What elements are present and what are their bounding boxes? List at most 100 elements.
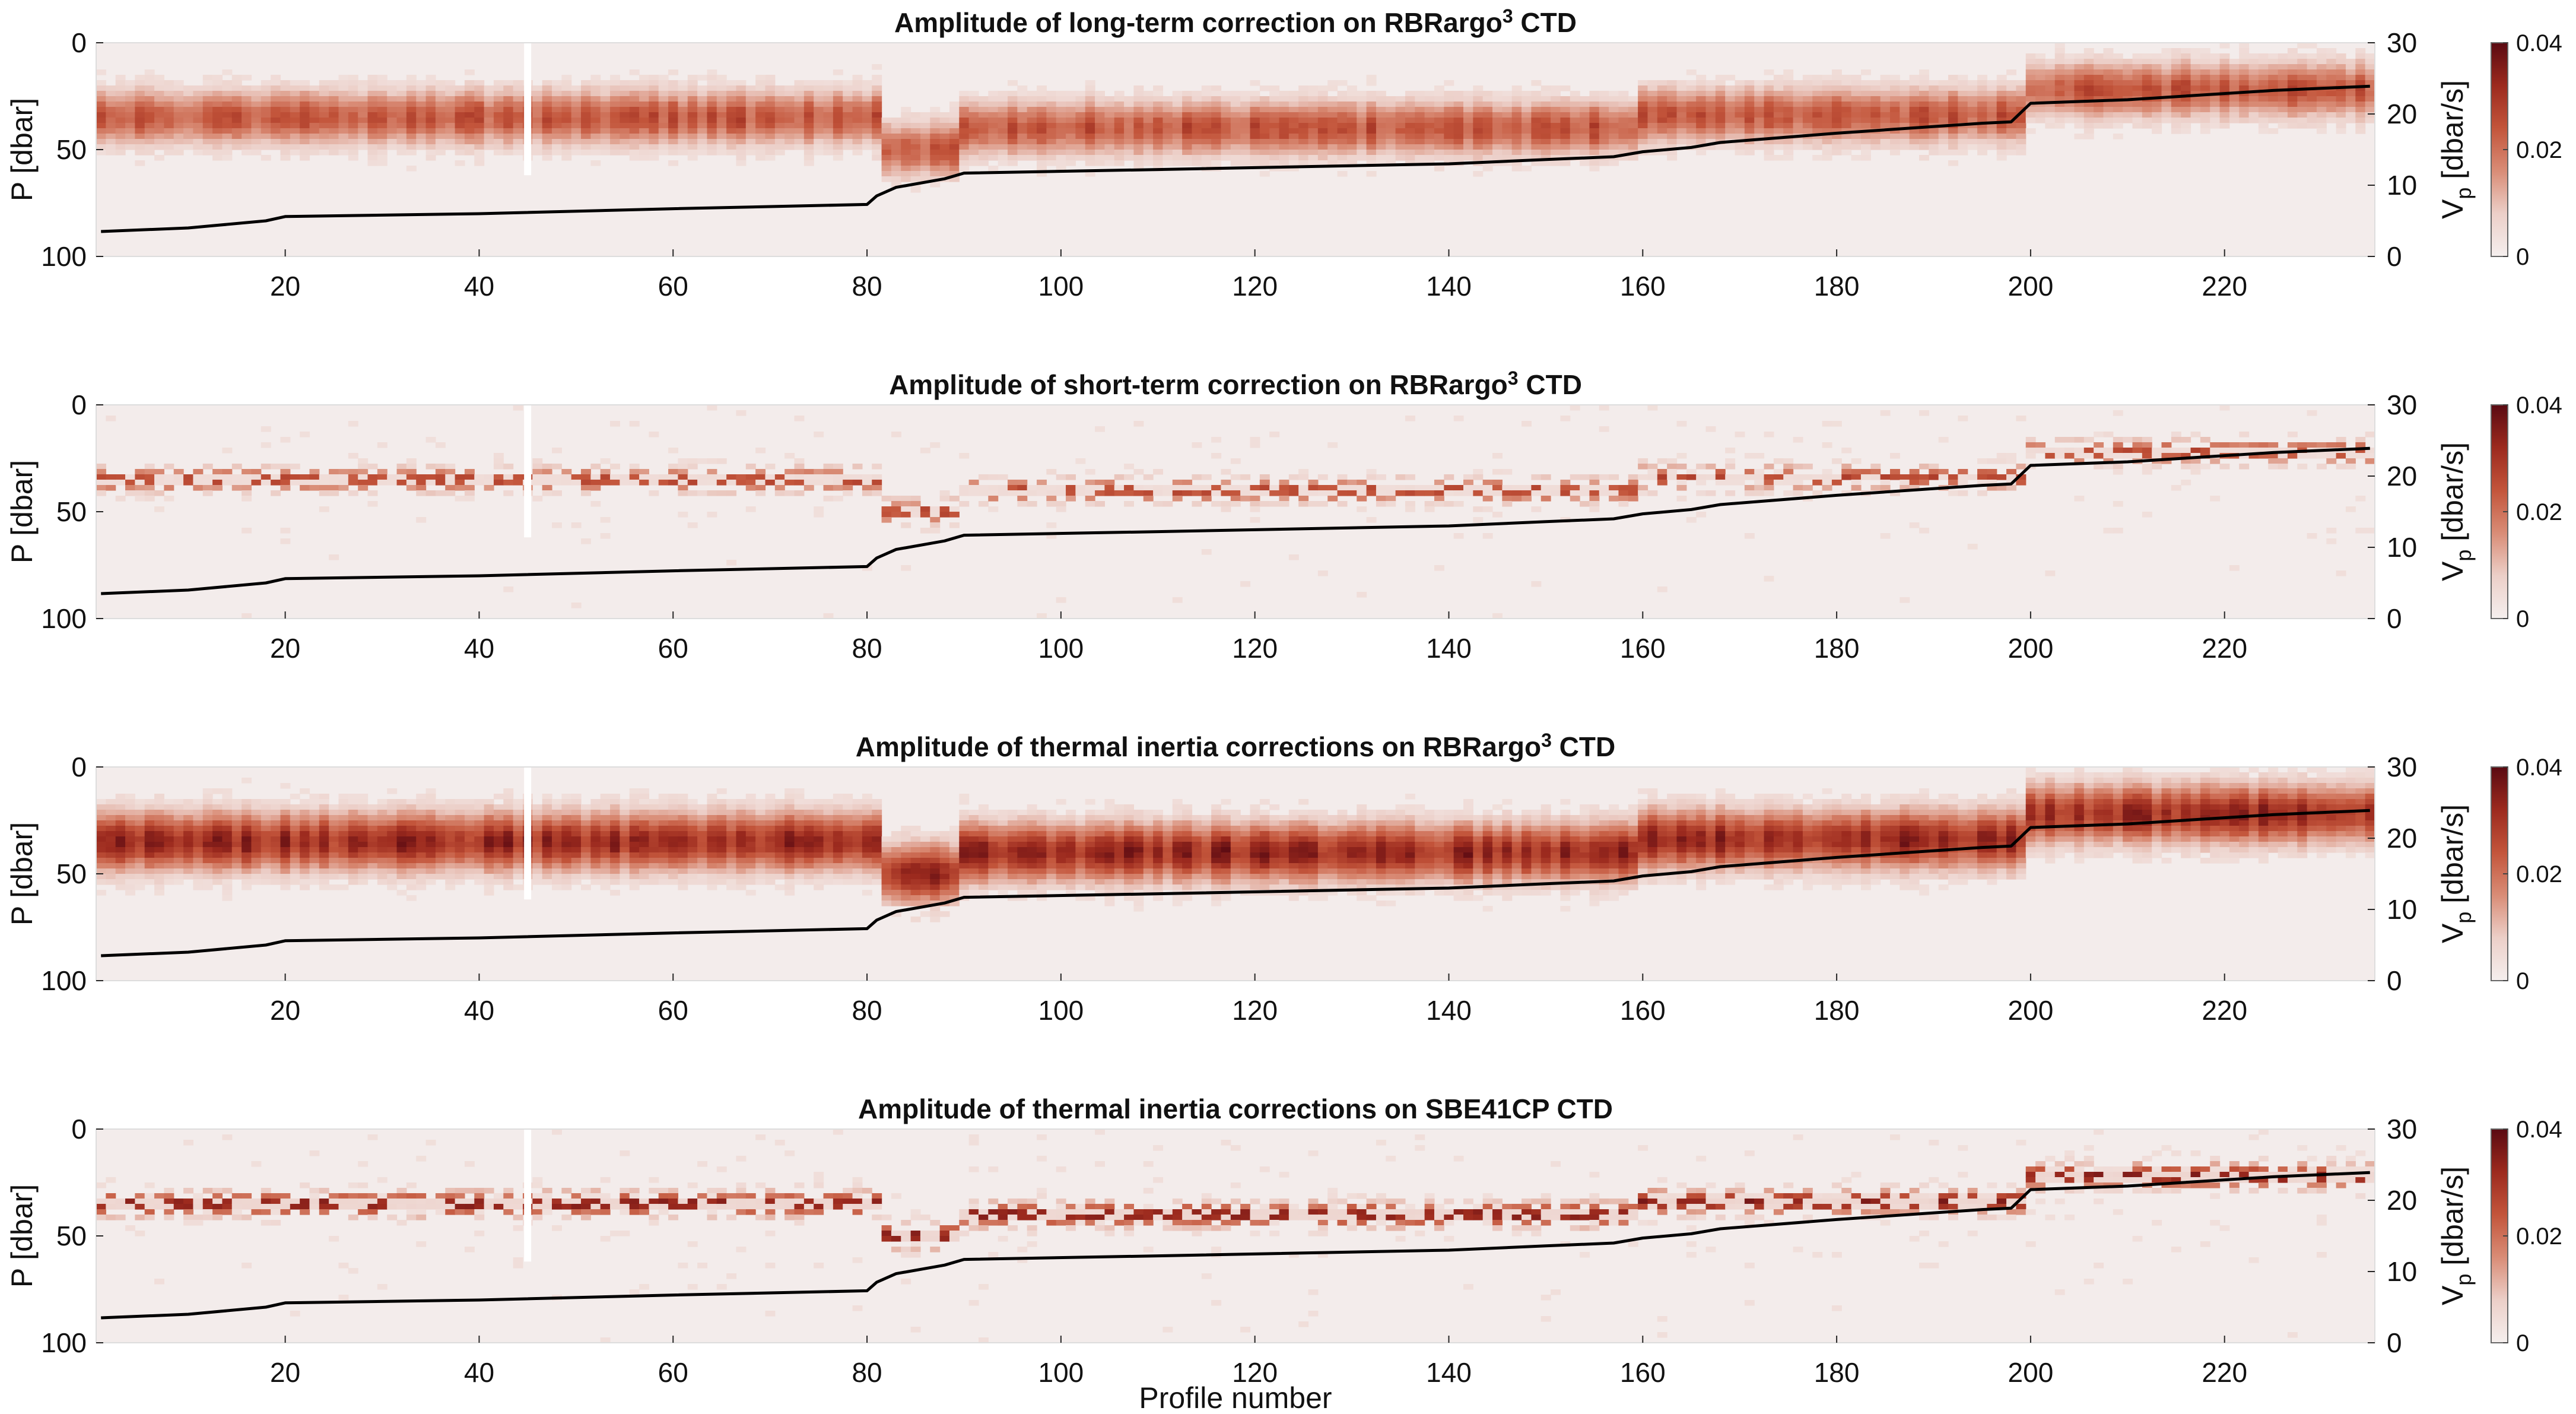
- heatmap-cell: [794, 469, 805, 475]
- heatmap-cell: [1909, 107, 1920, 113]
- heatmap-cell: [1967, 144, 1978, 150]
- heatmap-cell: [1551, 118, 1561, 123]
- y-tick-label: 50: [56, 496, 87, 527]
- heatmap-cell: [1162, 485, 1173, 491]
- heatmap-cell: [144, 464, 155, 470]
- heatmap-cell: [406, 464, 417, 470]
- heatmap-cell: [1327, 150, 1338, 156]
- heatmap-cell: [1609, 496, 1619, 502]
- heatmap-cell: [765, 128, 776, 134]
- heatmap-cell: [1230, 490, 1241, 496]
- heatmap-cell: [1977, 123, 1987, 129]
- heatmap-cell: [484, 123, 494, 129]
- heatmap-cell: [1259, 171, 1270, 177]
- heatmap-cell: [716, 139, 727, 145]
- heatmap-cell: [2268, 128, 2279, 134]
- heatmap-cell: [1599, 102, 1609, 107]
- heatmap-cell: [639, 474, 650, 480]
- heatmap-cell: [231, 102, 242, 107]
- heatmap-cell: [2181, 91, 2191, 97]
- heatmap-cell: [678, 150, 688, 156]
- heatmap-cell: [1288, 139, 1299, 145]
- heatmap-cell: [503, 91, 514, 97]
- heatmap-cell: [1211, 453, 1222, 459]
- heatmap-cell: [1434, 102, 1444, 107]
- heatmap-cell: [1822, 91, 1832, 97]
- heatmap-cell: [396, 150, 407, 156]
- heatmap-cell: [1909, 80, 1920, 86]
- heatmap-cell: [833, 464, 843, 470]
- heatmap-cell: [251, 107, 262, 113]
- heatmap-cell: [1860, 102, 1871, 107]
- heatmap-cell: [1482, 155, 1493, 161]
- heatmap-cell: [2345, 506, 2356, 512]
- y2-axis-label: Vp [dbar/s]: [2436, 80, 2476, 219]
- heatmap-cell: [2171, 107, 2181, 113]
- heatmap-cell: [271, 842, 281, 848]
- heatmap-cell: [1192, 144, 1202, 150]
- heatmap-cell: [1686, 134, 1697, 140]
- heatmap-cell: [503, 464, 514, 470]
- heatmap-cell: [910, 160, 921, 166]
- heatmap-cell: [2336, 118, 2346, 123]
- heatmap-cell: [881, 134, 892, 140]
- heatmap-cell: [1822, 421, 1832, 427]
- heatmap-cell: [814, 469, 824, 475]
- heatmap-cell: [222, 69, 233, 75]
- heatmap-cell: [125, 144, 135, 150]
- heatmap-cell: [852, 118, 863, 123]
- heatmap-cell: [396, 134, 407, 140]
- y2-tick-label: 10: [2387, 532, 2417, 563]
- heatmap-cell: [959, 96, 970, 102]
- heatmap-cell: [2103, 69, 2114, 75]
- heatmap-cell: [1502, 490, 1513, 496]
- heatmap-cell: [988, 102, 999, 107]
- heatmap-cell: [1473, 144, 1484, 150]
- heatmap-cell: [1337, 155, 1348, 161]
- heatmap-cell: [1056, 118, 1066, 123]
- heatmap-cell: [1783, 75, 1794, 81]
- heatmap-cell: [1405, 102, 1415, 107]
- heatmap-cell: [1996, 474, 2007, 480]
- heatmap-cell: [1996, 96, 2007, 102]
- heatmap-cell: [610, 150, 620, 156]
- heatmap-cell: [271, 91, 281, 97]
- heatmap-cell: [697, 123, 708, 129]
- heatmap-cell: [290, 820, 300, 826]
- heatmap-cell: [843, 85, 853, 91]
- heatmap-cell: [319, 474, 329, 480]
- heatmap-cell: [949, 160, 960, 166]
- heatmap-cell: [649, 128, 659, 134]
- heatmap-cell: [930, 506, 941, 512]
- heatmap-cell: [2239, 112, 2250, 118]
- heatmap-cell: [1037, 485, 1047, 491]
- heatmap-cell: [300, 842, 310, 848]
- heatmap-cell: [2297, 102, 2308, 107]
- title-superscript: 3: [1503, 5, 1513, 27]
- heatmap-cell: [2064, 80, 2075, 86]
- heatmap-cell: [1831, 85, 1842, 91]
- heatmap-cell: [2268, 107, 2279, 113]
- heatmap-cell: [949, 107, 960, 113]
- heatmap-cell: [2171, 453, 2181, 459]
- heatmap-cell: [2113, 469, 2123, 475]
- heatmap-cell: [1570, 107, 1580, 113]
- heatmap-cell: [1880, 533, 1891, 539]
- heatmap-cell: [1221, 155, 1231, 161]
- heatmap-cell: [2074, 118, 2085, 123]
- heatmap-cell: [1240, 123, 1251, 129]
- heatmap-cell: [1492, 453, 1503, 459]
- heatmap-cell: [222, 842, 233, 848]
- heatmap-cell: [300, 799, 310, 805]
- heatmap-cell: [2307, 75, 2317, 81]
- heatmap-cell: [290, 874, 300, 880]
- heatmap-cell: [1298, 150, 1309, 156]
- heatmap-cell: [1463, 112, 1473, 118]
- heatmap-cell: [1240, 112, 1251, 118]
- heatmap-cell: [1831, 123, 1842, 129]
- heatmap-cell: [1056, 96, 1066, 102]
- heatmap-cell: [300, 863, 310, 869]
- heatmap-cell: [1822, 96, 1832, 102]
- heatmap-cell: [135, 831, 145, 837]
- heatmap-cell: [1017, 118, 1028, 123]
